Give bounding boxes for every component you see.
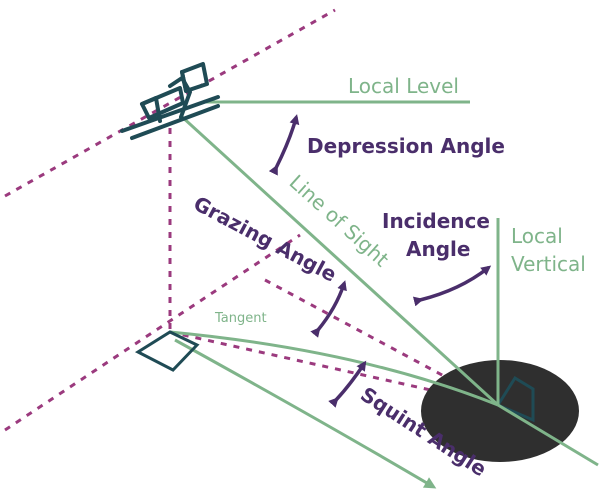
dashed-guides xyxy=(4,8,499,432)
incidence-extension-line xyxy=(497,403,599,467)
squint-curve xyxy=(174,338,437,489)
tangent-label: Tangent xyxy=(214,311,267,326)
local-vertical-label-line1: Local xyxy=(511,224,563,248)
local-level-label: Local Level xyxy=(348,74,459,98)
satellite-icon xyxy=(120,62,220,140)
incidence-label-line2: Angle xyxy=(406,237,470,261)
angle-arrows xyxy=(268,114,492,408)
tangent-curve xyxy=(169,330,499,407)
ground-square-icon xyxy=(134,330,200,372)
line-of-sight xyxy=(178,113,500,407)
orbit-track-line xyxy=(4,8,336,198)
depression-angle-arrow xyxy=(268,114,300,176)
grazing-reference-line xyxy=(169,330,499,407)
target-square-icon xyxy=(495,375,535,423)
incidence-angle-arrow xyxy=(412,265,492,307)
radar-footprint xyxy=(421,360,579,462)
ground-track-line xyxy=(4,233,301,432)
green-lines xyxy=(169,100,599,489)
squint-angle-arrow xyxy=(328,360,367,408)
depression-angle-label: Depression Angle xyxy=(307,134,505,158)
incidence-label-line1: Incidence xyxy=(382,209,490,233)
target-dashed-line xyxy=(264,278,499,407)
local-vertical-label-line2: Vertical xyxy=(511,252,586,276)
grazing-angle-arrow xyxy=(310,280,347,338)
